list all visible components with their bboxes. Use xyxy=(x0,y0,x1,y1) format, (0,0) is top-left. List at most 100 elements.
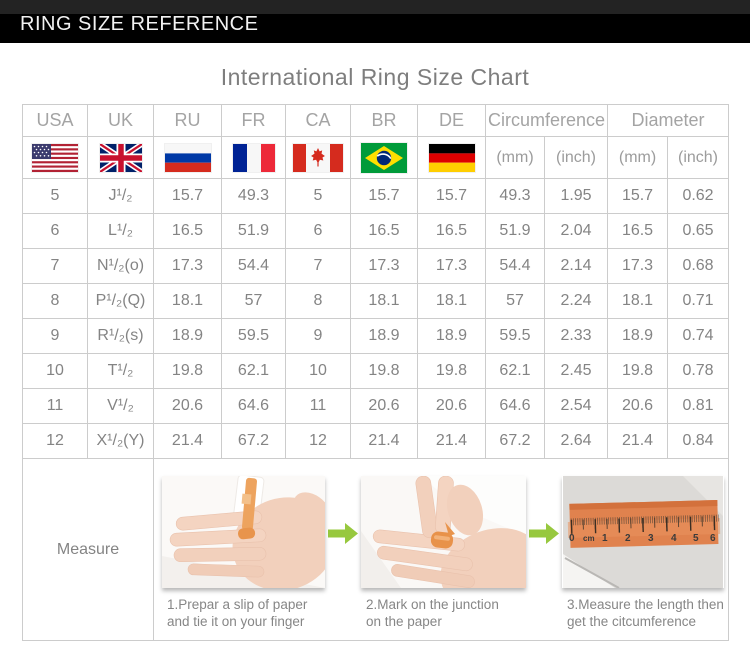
fr-flag-icon xyxy=(232,143,275,172)
size-cell: 2.45 xyxy=(543,353,609,389)
col-header-circumference: Circumference xyxy=(484,104,609,137)
size-cell: 57 xyxy=(485,283,545,319)
size-cell: N¹/₂(o) xyxy=(87,248,154,284)
size-cell: 49.3 xyxy=(221,178,286,214)
size-cell: 0.74 xyxy=(667,318,730,354)
size-cell: 16.5 xyxy=(153,213,222,249)
size-cell: 10 xyxy=(22,353,88,389)
size-cell: 5 xyxy=(285,178,351,214)
size-cell: 9 xyxy=(22,318,88,354)
measure-step-2: 2.Mark on the junction on the paper xyxy=(361,475,542,631)
col-header-usa: USA xyxy=(22,104,88,137)
size-cell: 19.8 xyxy=(350,353,418,389)
size-cell: 21.4 xyxy=(153,423,222,459)
size-cell: 2.04 xyxy=(543,213,609,249)
size-cell: 51.9 xyxy=(221,213,286,249)
measure-steps-cell: 1.Prepar a slip of paper and tie it on y… xyxy=(152,458,730,641)
size-cell: 21.4 xyxy=(350,423,418,459)
table-row: 5 J¹/₂ 15.7 49.3 5 15.7 15.7 49.3 1.95 15.7 0.62 xyxy=(22,178,730,214)
measure-step-3: 0 cm 1 2 3 4 5 6 3.Measure the le xyxy=(562,476,724,631)
size-cell: 18.9 xyxy=(153,318,222,354)
size-cell: 59.5 xyxy=(485,318,545,354)
step3-caption: 3.Measure the length then get the citcum… xyxy=(567,597,724,630)
col-header-ru: RU xyxy=(153,104,222,137)
size-cell: 67.2 xyxy=(485,423,545,459)
size-cell: 2.64 xyxy=(543,423,609,459)
size-cell: P¹/₂(Q) xyxy=(87,283,154,319)
size-cell: V¹/₂ xyxy=(87,388,154,424)
size-cell: 1.95 xyxy=(543,178,609,214)
size-cell: 11 xyxy=(285,388,351,424)
size-cell: 18.1 xyxy=(153,283,222,319)
size-cell: 21.4 xyxy=(417,423,486,459)
ru-flag-icon xyxy=(164,143,211,172)
table-row: 10 T¹/₂ 19.8 62.1 10 19.8 19.8 62.1 2.45 19.8 0.78 xyxy=(22,353,730,389)
size-cell: 54.4 xyxy=(221,248,286,284)
size-cell: 18.9 xyxy=(417,318,486,354)
size-cell: 17.3 xyxy=(350,248,418,284)
size-cell: 10 xyxy=(285,353,351,389)
arrow-right-icon xyxy=(529,522,559,545)
size-cell: 0.68 xyxy=(667,248,730,284)
ruler-scale-labels: 0 cm 1 2 3 4 5 6 xyxy=(569,533,716,544)
size-cell: 51.9 xyxy=(485,213,545,249)
ring-size-table: USA UK RU FR CA BR DE Circumference Diam… xyxy=(22,104,730,641)
size-cell: 19.8 xyxy=(417,353,486,389)
step3-photo-ruler-measuring: 0 cm 1 2 3 4 5 6 xyxy=(562,476,724,589)
col-header-fr: FR xyxy=(221,104,286,137)
size-cell: 59.5 xyxy=(221,318,286,354)
measure-step-1: 1.Prepar a slip of paper and tie it on y… xyxy=(162,474,336,631)
size-cell: 2.24 xyxy=(543,283,609,319)
table-row: 8 P¹/₂(Q) 18.1 57 8 18.1 18.1 57 2.24 18.1 0.71 xyxy=(22,283,730,319)
size-cell: 6 xyxy=(22,213,88,249)
size-cell: 16.5 xyxy=(607,213,669,249)
size-cell: 8 xyxy=(22,283,88,319)
step1-caption: 1.Prepar a slip of paper and tie it on y… xyxy=(167,597,308,630)
size-cell: 2.14 xyxy=(543,248,609,284)
size-cell: 15.7 xyxy=(153,178,222,214)
size-cell: 5 xyxy=(22,178,88,214)
measure-label: Measure xyxy=(22,458,154,641)
size-cell: 21.4 xyxy=(607,423,669,459)
size-cell: 17.3 xyxy=(153,248,222,284)
size-cell: 19.8 xyxy=(607,353,669,389)
size-cell: 7 xyxy=(22,248,88,284)
de-flag-icon xyxy=(428,143,475,172)
size-cell: J¹/₂ xyxy=(87,178,154,214)
size-cell: 64.6 xyxy=(485,388,545,424)
size-cell: 20.6 xyxy=(417,388,486,424)
col-header-ca: CA xyxy=(285,104,351,137)
size-cell: 62.1 xyxy=(221,353,286,389)
size-cell: 6 xyxy=(285,213,351,249)
top-banner: RING SIZE REFERENCE xyxy=(0,0,750,43)
size-cell: 18.1 xyxy=(607,283,669,319)
size-cell: 64.6 xyxy=(221,388,286,424)
size-cell: 9 xyxy=(285,318,351,354)
size-cell: 57 xyxy=(221,283,286,319)
size-cell: 15.7 xyxy=(607,178,669,214)
size-cell: R¹/₂(s) xyxy=(87,318,154,354)
size-cell: 67.2 xyxy=(221,423,286,459)
country-header-row: USA UK RU FR CA BR DE Circumference Diam… xyxy=(22,104,730,137)
flag-row: (mm) (inch) (mm) (inch) xyxy=(22,136,730,179)
measure-row: Measure xyxy=(22,458,730,641)
col-header-diameter: Diameter xyxy=(607,104,730,137)
size-cell: 62.1 xyxy=(485,353,545,389)
us-flag-icon xyxy=(32,143,78,172)
circumference-mm-header: (mm) xyxy=(485,136,545,179)
size-cell: X¹/₂(Y) xyxy=(87,423,154,459)
size-cell: 2.54 xyxy=(543,388,609,424)
size-cell: 15.7 xyxy=(417,178,486,214)
size-cell: 0.65 xyxy=(667,213,730,249)
col-header-br: BR xyxy=(350,104,418,137)
size-cell: 18.9 xyxy=(350,318,418,354)
size-rows-body: 5 J¹/₂ 15.7 49.3 5 15.7 15.7 49.3 1.95 15.7 0.62 6 L… xyxy=(22,178,730,459)
size-cell: 18.9 xyxy=(607,318,669,354)
size-cell: 18.1 xyxy=(350,283,418,319)
page-title: International Ring Size Chart xyxy=(220,64,530,90)
size-cell: 15.7 xyxy=(350,178,418,214)
size-cell: 16.5 xyxy=(417,213,486,249)
size-cell: 20.6 xyxy=(153,388,222,424)
br-flag-icon xyxy=(361,142,407,173)
size-cell: 2.33 xyxy=(543,318,609,354)
